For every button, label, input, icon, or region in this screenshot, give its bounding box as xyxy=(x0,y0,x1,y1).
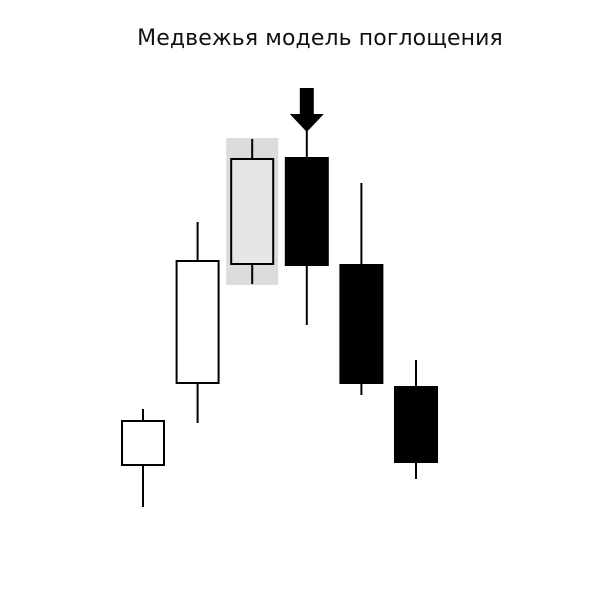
candle-body xyxy=(394,386,438,463)
candle-6 xyxy=(394,360,438,479)
candle-4 xyxy=(284,98,329,325)
down-arrow-icon xyxy=(289,88,324,132)
candle-body xyxy=(121,420,165,466)
candle-1 xyxy=(121,409,165,507)
candle-body xyxy=(284,157,329,266)
candle-body xyxy=(230,158,275,265)
candle-2 xyxy=(175,222,220,423)
diagram-title: Медвежья модель поглощения xyxy=(137,26,503,51)
candle-5 xyxy=(339,183,384,395)
candle-body xyxy=(175,260,220,384)
candle-3 xyxy=(226,138,279,285)
candle-body xyxy=(339,264,384,384)
